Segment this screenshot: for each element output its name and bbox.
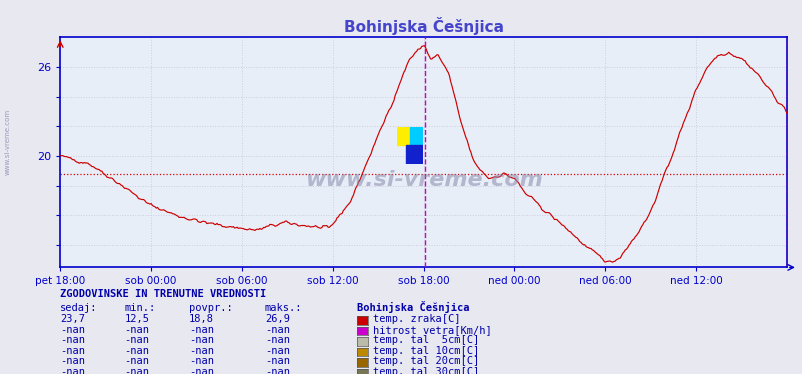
Text: -nan: -nan (188, 367, 213, 374)
Text: -nan: -nan (188, 356, 213, 366)
Title: Bohinjska Češnjica: Bohinjska Češnjica (343, 17, 503, 35)
Text: -nan: -nan (265, 356, 290, 366)
Text: povpr.:: povpr.: (188, 303, 232, 313)
Text: temp. tal 10cm[C]: temp. tal 10cm[C] (373, 346, 479, 356)
Text: sedaj:: sedaj: (60, 303, 98, 313)
Text: temp. tal 20cm[C]: temp. tal 20cm[C] (373, 356, 479, 366)
Text: maks.:: maks.: (265, 303, 302, 313)
Text: -nan: -nan (265, 346, 290, 356)
Text: 12,5: 12,5 (124, 315, 149, 324)
Text: www.si-vreme.com: www.si-vreme.com (5, 109, 11, 175)
Text: -nan: -nan (124, 335, 149, 345)
Text: min.:: min.: (124, 303, 156, 313)
Text: ZGODOVINSKE IN TRENUTNE VREDNOSTI: ZGODOVINSKE IN TRENUTNE VREDNOSTI (60, 289, 266, 299)
Text: temp. tal 30cm[C]: temp. tal 30cm[C] (373, 367, 479, 374)
Text: -nan: -nan (188, 335, 213, 345)
Text: www.si-vreme.com: www.si-vreme.com (304, 170, 542, 190)
Bar (406, 145, 423, 164)
Text: -nan: -nan (60, 356, 85, 366)
Bar (396, 126, 410, 145)
Text: 26,9: 26,9 (265, 315, 290, 324)
Text: -nan: -nan (188, 325, 213, 335)
Text: -nan: -nan (124, 325, 149, 335)
Text: -nan: -nan (124, 356, 149, 366)
Text: -nan: -nan (60, 346, 85, 356)
Text: Bohinjska Češnjica: Bohinjska Češnjica (357, 301, 469, 313)
Text: hitrost vetra[Km/h]: hitrost vetra[Km/h] (373, 325, 492, 335)
Text: -nan: -nan (60, 335, 85, 345)
Text: -nan: -nan (60, 367, 85, 374)
Text: temp. tal  5cm[C]: temp. tal 5cm[C] (373, 335, 479, 345)
Text: -nan: -nan (124, 346, 149, 356)
Text: temp. zraka[C]: temp. zraka[C] (373, 315, 460, 324)
Text: -nan: -nan (124, 367, 149, 374)
Text: -nan: -nan (188, 346, 213, 356)
Text: -nan: -nan (265, 325, 290, 335)
Text: -nan: -nan (60, 325, 85, 335)
Text: -nan: -nan (265, 367, 290, 374)
Text: -nan: -nan (265, 335, 290, 345)
Text: 23,7: 23,7 (60, 315, 85, 324)
Text: 18,8: 18,8 (188, 315, 213, 324)
Bar (410, 126, 423, 145)
